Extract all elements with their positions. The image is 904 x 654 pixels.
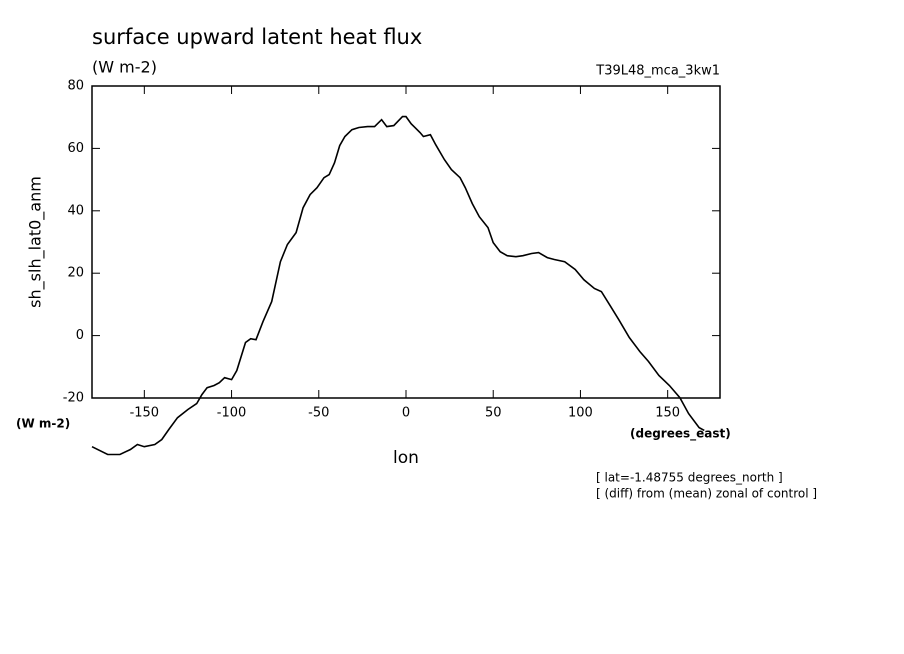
y-tick-label: 40 bbox=[67, 203, 84, 218]
y-tick-label: 20 bbox=[67, 266, 84, 281]
run-label: T39L48_mca_3kw1 bbox=[595, 64, 720, 79]
annotation: [ lat=-1.48755 degrees_north ] bbox=[596, 471, 783, 485]
y-axis-label: sh_slh_lat0_anm bbox=[26, 176, 46, 308]
plot-frame bbox=[91, 85, 721, 399]
y-tick-label: 0 bbox=[76, 328, 84, 343]
chart-title: surface upward latent heat flux bbox=[92, 25, 422, 49]
x-tick-label: 0 bbox=[402, 406, 410, 421]
x-axis-label: lon bbox=[393, 448, 419, 468]
subtitle: (W m-2) bbox=[92, 58, 157, 77]
x-tick-label: -50 bbox=[308, 406, 329, 421]
x-units: (degrees_east) bbox=[630, 427, 731, 442]
line-series bbox=[91, 115, 705, 456]
y-tick-label: 60 bbox=[67, 141, 84, 156]
y-tick-label: -20 bbox=[63, 391, 84, 406]
x-tick-label: 50 bbox=[485, 406, 502, 421]
x-tick-label: 100 bbox=[568, 406, 593, 421]
x-tick-label: -100 bbox=[217, 406, 247, 421]
y-tick-label: 80 bbox=[67, 79, 84, 94]
annotation: [ (diff) from (mean) zonal of control ] bbox=[596, 487, 817, 501]
x-tick-label: -150 bbox=[130, 406, 160, 421]
x-tick-label: 150 bbox=[655, 406, 680, 421]
y-units: (W m-2) bbox=[16, 417, 70, 431]
